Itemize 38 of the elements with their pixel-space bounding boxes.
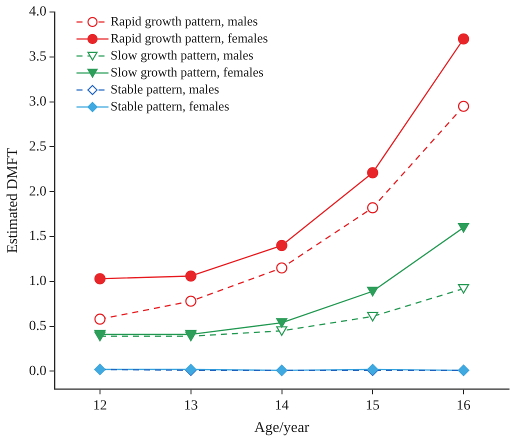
point: [458, 222, 470, 233]
point: [367, 312, 378, 322]
point: [458, 284, 470, 294]
x-axis-title: Age/year: [254, 420, 310, 436]
legend-label: Slow growth pattern, males: [110, 47, 254, 62]
x-tick-label: 16: [456, 398, 471, 414]
point: [276, 318, 288, 328]
point: [185, 270, 196, 282]
x-tick-label: 12: [92, 398, 107, 414]
legend-label: Slow growth pattern, females: [110, 64, 264, 80]
y-axis-title: Estimated DMFT: [4, 148, 21, 254]
point: [94, 273, 106, 284]
y-tick-label: 2.0: [29, 184, 46, 200]
x-tick-label: 14: [274, 398, 289, 414]
x-tick-label: 13: [184, 398, 198, 414]
y-tick-label: 0.5: [29, 319, 46, 334]
y-tick-label: 1.0: [29, 274, 46, 290]
y-tick-label: 2.5: [29, 139, 46, 154]
y-tick-label: 3.5: [29, 50, 46, 65]
y-tick-label: 4.0: [29, 4, 46, 20]
point: [367, 202, 378, 214]
legend-label: Rapid growth pattern, females: [110, 30, 268, 46]
point: [458, 33, 470, 45]
legend-label: Stable pattern, females: [110, 98, 230, 114]
legend-label: Stable pattern, males: [110, 81, 220, 96]
y-tick-label: 0.0: [29, 364, 46, 379]
legend-label: Rapid growth pattern, males: [110, 13, 258, 28]
x-tick-label: 15: [366, 398, 380, 414]
point: [276, 262, 288, 274]
point: [94, 314, 106, 325]
y-tick-label: 1.5: [29, 229, 46, 244]
point: [276, 326, 288, 336]
point: [276, 240, 288, 252]
point: [458, 100, 470, 112]
point: [367, 167, 378, 178]
point: [185, 296, 196, 307]
point: [367, 286, 378, 296]
y-tick-label: 3.0: [29, 94, 46, 110]
